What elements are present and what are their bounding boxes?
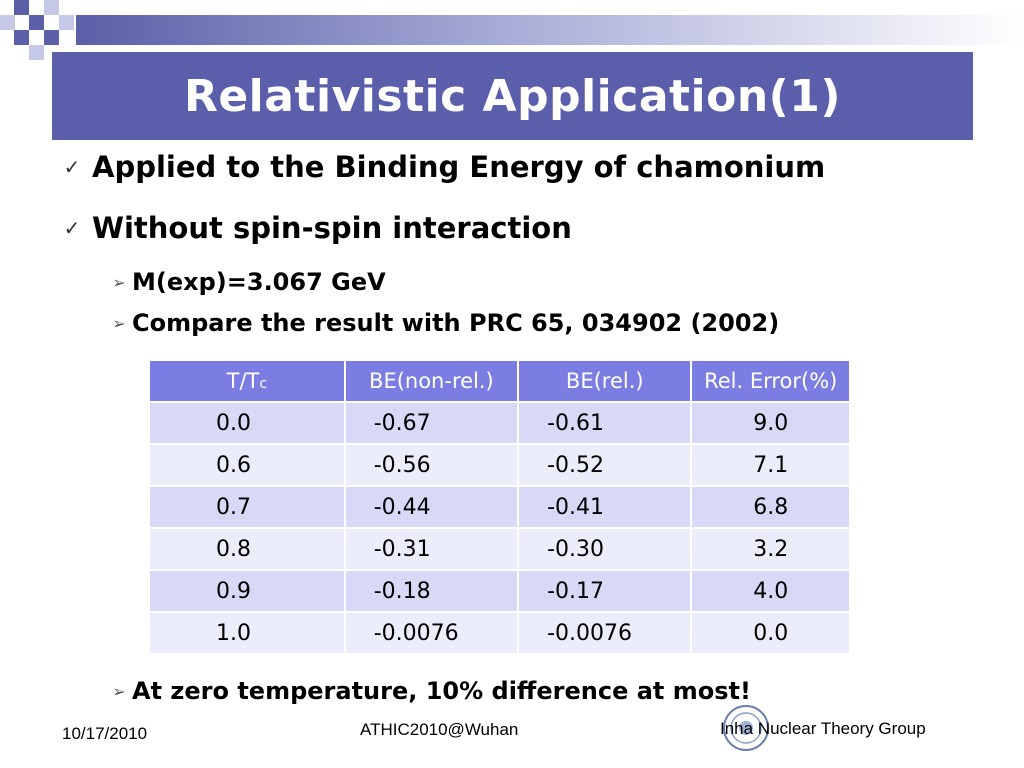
footer-conference: ATHIC2010@Wuhan	[360, 720, 519, 739]
table-row: 1.0 -0.0076 -0.0076 0.0	[148, 611, 851, 655]
checkmark-icon: ✓	[63, 216, 81, 240]
sub-bullet-compare: ➢ Compare the result with PRC 65, 034902…	[106, 309, 779, 337]
header-tt-main: T/T	[226, 369, 260, 393]
top-gradient-bar	[76, 15, 1024, 45]
checkmark-icon: ✓	[63, 155, 81, 179]
cell-be-rel: -0.17	[517, 569, 693, 613]
table-row: 0.9 -0.18 -0.17 4.0	[148, 569, 851, 613]
cell-be-rel: -0.52	[517, 443, 693, 487]
footer-date: 10/17/2010	[62, 724, 148, 743]
sub-bullet-conclusion: ➢ At zero temperature, 10% difference at…	[106, 677, 751, 705]
cell-tt: 0.0	[148, 401, 346, 445]
table-row: 0.0 -0.67 -0.61 9.0	[148, 401, 851, 445]
bullet-text: Applied to the Binding Energy of chamoni…	[92, 150, 826, 184]
arrow-bullet-icon: ➢	[112, 272, 126, 292]
cell-be-nonrel: -0.56	[343, 443, 520, 487]
binding-energy-table: T/Tc BE(non-rel.) BE(rel.) Rel. Error(%)…	[148, 359, 851, 655]
header-be-rel: BE(rel.)	[517, 359, 693, 403]
cell-tt: 0.8	[148, 527, 346, 571]
footer-group: Inha Nuclear Theory Group	[720, 719, 926, 738]
cell-be-rel: -0.0076	[517, 611, 693, 655]
sub-bullet-text: At zero temperature, 10% difference at m…	[132, 677, 751, 705]
cell-be-nonrel: -0.18	[343, 569, 520, 613]
cell-rel-error: 0.0	[690, 611, 851, 655]
table-row: 0.8 -0.31 -0.30 3.2	[148, 527, 851, 571]
cell-be-nonrel: -0.67	[343, 401, 520, 445]
bullet-text: Without spin-spin interaction	[92, 211, 572, 245]
cell-be-rel: -0.61	[517, 401, 693, 445]
bullet-spin: ✓ Without spin-spin interaction	[52, 211, 572, 245]
cell-tt: 0.7	[148, 485, 346, 529]
table-row: 0.6 -0.56 -0.52 7.1	[148, 443, 851, 487]
table-row: 0.7 -0.44 -0.41 6.8	[148, 485, 851, 529]
arrow-bullet-icon: ➢	[112, 313, 126, 333]
sub-bullet-text: M(exp)=3.067 GeV	[132, 268, 386, 296]
header-be-nonrel: BE(non-rel.)	[343, 359, 520, 403]
cell-be-nonrel: -0.31	[343, 527, 520, 571]
cell-rel-error: 3.2	[690, 527, 851, 571]
cell-be-nonrel: -0.0076	[343, 611, 520, 655]
university-seal-icon	[723, 705, 769, 751]
cell-tt: 0.9	[148, 569, 346, 613]
cell-be-rel: -0.30	[517, 527, 693, 571]
bullet-binding-energy: ✓ Applied to the Binding Energy of chamo…	[52, 150, 826, 184]
arrow-bullet-icon: ➢	[112, 681, 126, 701]
header-tt-sub: c	[259, 376, 268, 392]
cell-rel-error: 6.8	[690, 485, 851, 529]
slide-title: Relativistic Application(1)	[183, 70, 842, 122]
cell-rel-error: 9.0	[690, 401, 851, 445]
header-rel-error: Rel. Error(%)	[690, 359, 851, 403]
cell-be-nonrel: -0.44	[343, 485, 520, 529]
cell-be-rel: -0.41	[517, 485, 693, 529]
table-header-row: T/Tc BE(non-rel.) BE(rel.) Rel. Error(%)	[148, 359, 851, 403]
cell-rel-error: 7.1	[690, 443, 851, 487]
header-tt: T/Tc	[148, 359, 346, 403]
sub-bullet-mass: ➢ M(exp)=3.067 GeV	[106, 268, 386, 296]
cell-tt: 1.0	[148, 611, 346, 655]
title-bar: Relativistic Application(1)	[52, 52, 973, 140]
sub-bullet-text: Compare the result with PRC 65, 034902 (…	[132, 309, 780, 337]
cell-tt: 0.6	[148, 443, 346, 487]
cell-rel-error: 4.0	[690, 569, 851, 613]
